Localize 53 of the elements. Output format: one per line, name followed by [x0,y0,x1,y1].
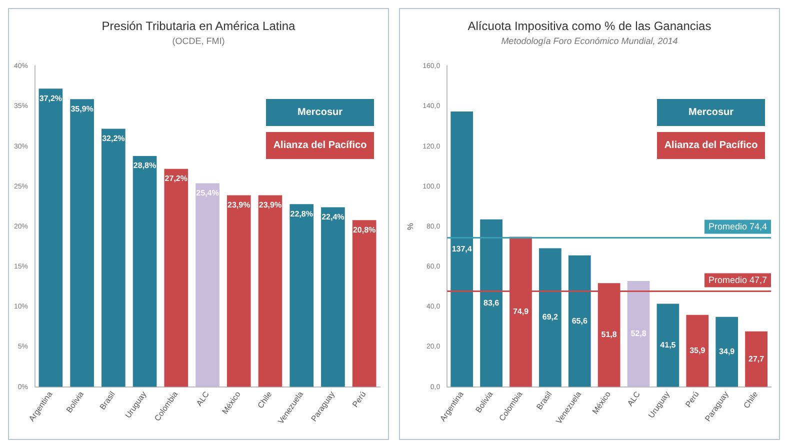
data-label: 41,5 [660,340,676,350]
bar [226,195,251,387]
data-label: 27,7 [748,354,765,364]
data-label: 32,2% [102,134,125,143]
data-label: 27,2% [164,174,188,184]
bar [745,331,768,387]
text: Alianza del Pacífico [266,132,374,159]
bar [196,183,220,387]
bar [480,219,502,387]
data-label: 137,4 [452,244,472,254]
data-label: 23,9% [258,200,282,210]
bar [538,248,562,387]
bar [450,111,474,387]
bar [132,156,157,387]
bar [38,88,63,387]
bar [716,316,738,387]
text: Alianza del Pacífico [657,132,765,159]
data-label: 74,9 [512,307,530,316]
bar [656,304,680,387]
data-label: 83,6 [483,298,500,308]
data-label: 22,4% [322,212,344,222]
bar [686,314,709,387]
data-label: 37,2% [39,94,62,103]
chart-subtitle: Metodología Foro Económico Mundial, 2014 [500,36,679,46]
bar [258,195,282,387]
ref-line-label: Promedio 47,7 [708,274,767,285]
text: Mercosur [657,99,765,126]
data-label: 35,9% [70,104,94,114]
bar [627,281,650,387]
data-label: 34,9 [719,347,736,356]
bar [70,99,94,387]
bar [352,220,376,387]
bar [568,255,591,387]
data-label: 25,4% [196,188,219,198]
bar [290,204,314,387]
data-label: 22,8% [290,209,313,218]
data-label: 69,2 [542,312,559,322]
text: Mercosur [266,99,374,126]
ref-line-label: Promedio 74,4 [708,221,767,232]
bar [102,128,126,387]
data-label: 35,9 [690,346,706,356]
data-label: 65,6 [572,316,588,326]
bar [164,168,188,387]
data-label: 52,8 [630,329,647,338]
y-axis-title: % [406,222,416,230]
data-label: 23,9% [228,200,250,210]
data-label: 20,8% [352,225,376,234]
chart-title: Alícuota Impositiva como % de las Ganancias [466,19,712,33]
data-label: 28,8% [133,161,156,170]
data-label: 51,8 [601,330,618,340]
chart-subtitle: (OCDE, FMI) [171,36,226,46]
bar [321,207,345,387]
chart-title: Presión Tributaria en América Latina [100,19,296,33]
